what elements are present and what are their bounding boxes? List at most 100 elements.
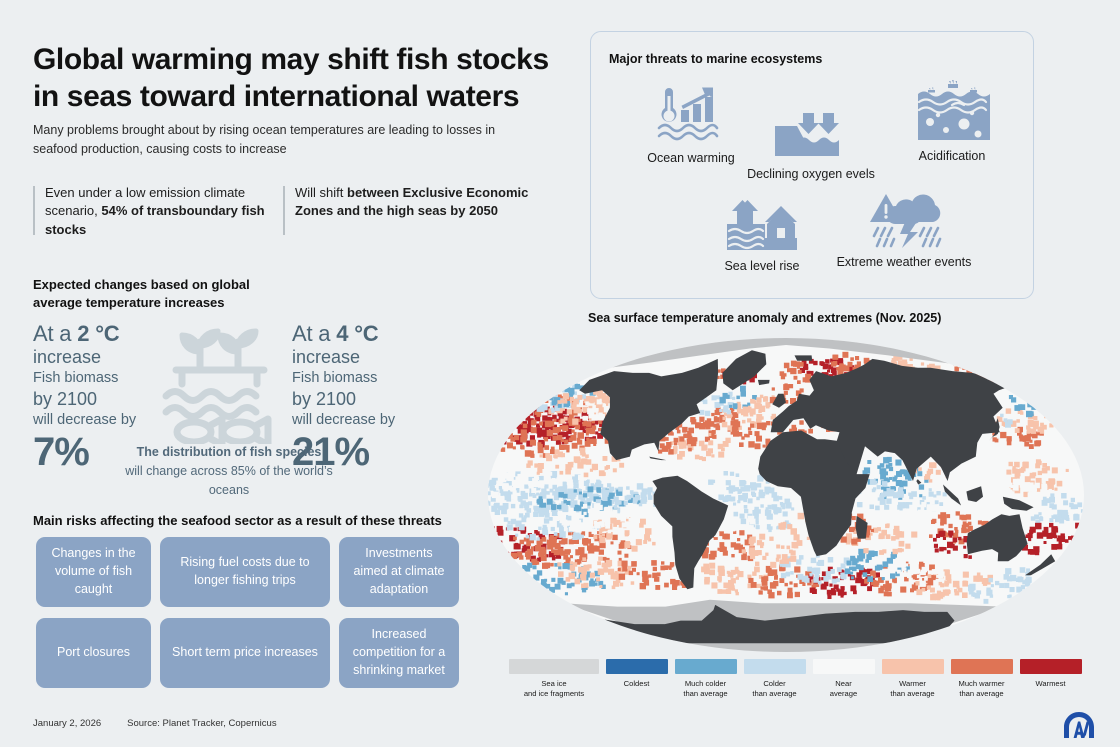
page-subtitle: Many problems brought about by rising oc…	[33, 123, 496, 156]
down-arrows-water-icon	[743, 102, 879, 160]
temp-heading: At a 2 °C	[33, 322, 183, 346]
temp-verb-label: will decrease by	[292, 412, 396, 429]
legend-swatch	[950, 659, 1013, 674]
stat-lead: Even under a low emission climate scenar…	[45, 185, 246, 219]
legend-item: Sea ice and ice fragments	[506, 659, 602, 698]
risk-box[interactable]: Investments aimed at climate adaptation	[339, 537, 459, 607]
temp-year-label: by 2100	[292, 388, 357, 409]
temp-increase-label: increase	[33, 346, 102, 367]
map-title: Sea surface temperature anomaly and extr…	[588, 311, 942, 325]
landmass-sumatra	[943, 484, 962, 506]
threat-sea-level-rise: Sea level rise	[699, 194, 825, 274]
stat-card-emission: Even under a low emission climate scenar…	[33, 184, 265, 239]
expected-changes-title: Expected changes based on global average…	[33, 277, 250, 310]
stat-card-shift: Will shift between Exclusive Economic Zo…	[283, 184, 541, 239]
sst-anomaly-map	[472, 330, 1100, 660]
footer: January 2, 2026 Source: Planet Tracker, …	[33, 718, 277, 729]
temperature-column-2c: At a 2 °C increase Fish biomass by 2100 …	[33, 322, 183, 472]
legend-item: Much colder than average	[671, 659, 740, 698]
landmass-eurasia	[770, 358, 1009, 492]
threats-panel-title: Major threats to marine ecosystems	[609, 52, 823, 66]
risk-boxes-grid: Changes in the volume of fish caught Ris…	[36, 537, 459, 688]
legend-swatch	[812, 659, 875, 674]
map-land-layer	[579, 350, 1056, 644]
temp-value-4c: 21%	[292, 429, 370, 474]
legend-label: Near average	[829, 679, 858, 698]
threats-panel: Major threats to marine ecosystems	[590, 31, 1034, 299]
threat-label: Acidification	[918, 149, 986, 163]
map-legend: Sea ice and ice fragments Coldest Much c…	[506, 659, 1086, 698]
landmass-new-guinea	[1002, 496, 1034, 511]
landmass-svalbard	[794, 355, 813, 361]
legend-item: Warmer than average	[878, 659, 947, 698]
landmass-iceland	[757, 379, 770, 386]
temp-value-2c: 7%	[33, 429, 90, 474]
risk-box[interactable]: Short term price increases	[160, 618, 330, 688]
distribution-note-rest: will change across 85% of the world’s oc…	[125, 463, 333, 497]
storm-lightning-cloud-icon	[831, 190, 977, 248]
threat-label: Declining oxygen evels	[747, 167, 875, 181]
temp-degree: 4 °C	[336, 321, 379, 346]
seaweed-fish-icon	[162, 328, 272, 444]
legend-swatch	[674, 659, 737, 674]
landmass-north-america	[579, 358, 719, 461]
landmass-british-isles	[772, 393, 786, 408]
stat-lead: Will shift	[295, 185, 347, 200]
legend-label: Sea ice and ice fragments	[523, 679, 585, 698]
temp-degree: 2 °C	[77, 321, 120, 346]
legend-label: Coldest	[623, 679, 650, 688]
distribution-note: The distribution of fish species will ch…	[115, 443, 343, 499]
temp-increase-label: increase	[292, 346, 361, 367]
landmass-antarctica	[588, 604, 955, 644]
up-arrows-house-water-icon	[699, 194, 825, 252]
landmass-madagascar	[855, 515, 868, 539]
legend-swatch	[743, 659, 806, 674]
landmass-australia	[966, 514, 1028, 562]
stat-highlight: 54% of transboundary fish stocks	[45, 203, 265, 237]
threat-label: Ocean warming	[647, 151, 735, 165]
landmass-new-zealand	[1025, 554, 1056, 576]
key-stats: Even under a low emission climate scenar…	[33, 184, 543, 239]
legend-swatch	[881, 659, 944, 674]
risk-box[interactable]: Rising fuel costs due to longer fishing …	[160, 537, 330, 607]
threat-declining-oxygen: Declining oxygen evels	[743, 102, 879, 182]
landmass-borneo	[966, 486, 983, 502]
legend-item: Much warmer than average	[947, 659, 1016, 698]
legend-label: Much warmer than average	[958, 679, 1005, 698]
threat-extreme-weather: Extreme weather events	[831, 190, 977, 270]
legend-label: Colder than average	[752, 679, 797, 698]
distribution-note-bold: The distribution of fish species	[136, 445, 322, 459]
landmass-japan	[989, 418, 1000, 441]
landmass-sri-lanka	[916, 479, 922, 485]
legend-item: Colder than average	[740, 659, 809, 698]
temperature-column-4c: At a 4 °C increase Fish biomass by 2100 …	[292, 322, 442, 472]
risk-box[interactable]: Changes in the volume of fish caught	[36, 537, 151, 607]
temp-prefix: At a	[33, 321, 78, 346]
temp-verb-label: will decrease by	[33, 412, 137, 429]
landmass-africa	[758, 430, 870, 557]
legend-label: Much colder than average	[683, 679, 728, 698]
legend-swatch	[605, 659, 668, 674]
legend-swatch	[1019, 659, 1082, 674]
risk-box[interactable]: Increased competition for a shrinking ma…	[339, 618, 459, 688]
page-title: Global warming may shift fish stocks in …	[33, 43, 549, 113]
temp-metric-label: Fish biomass	[292, 370, 378, 387]
legend-item: Warmest	[1016, 659, 1085, 698]
threat-acidification: Acidification	[887, 80, 1017, 164]
temp-prefix: At a	[292, 321, 337, 346]
temp-metric-label: Fish biomass	[33, 370, 119, 387]
aa-logo	[1064, 712, 1094, 738]
legend-swatch	[509, 659, 599, 674]
risk-box[interactable]: Port closures	[36, 618, 151, 688]
legend-item: Coldest	[602, 659, 671, 698]
main-risks-title: Main risks affecting the seafood sector …	[33, 513, 442, 528]
footer-source: Source: Planet Tracker, Copernicus	[127, 718, 277, 729]
landmass-greenland	[722, 350, 767, 391]
map-svg	[488, 338, 1084, 652]
landmass-south-america	[652, 475, 729, 590]
footer-date: January 2, 2026	[33, 718, 102, 729]
ocean-bubbles-icon	[887, 80, 1017, 142]
thermometer-bar-chart-waves-icon	[633, 86, 749, 144]
stat-highlight: between Exclusive Economic Zones and the…	[295, 185, 529, 219]
